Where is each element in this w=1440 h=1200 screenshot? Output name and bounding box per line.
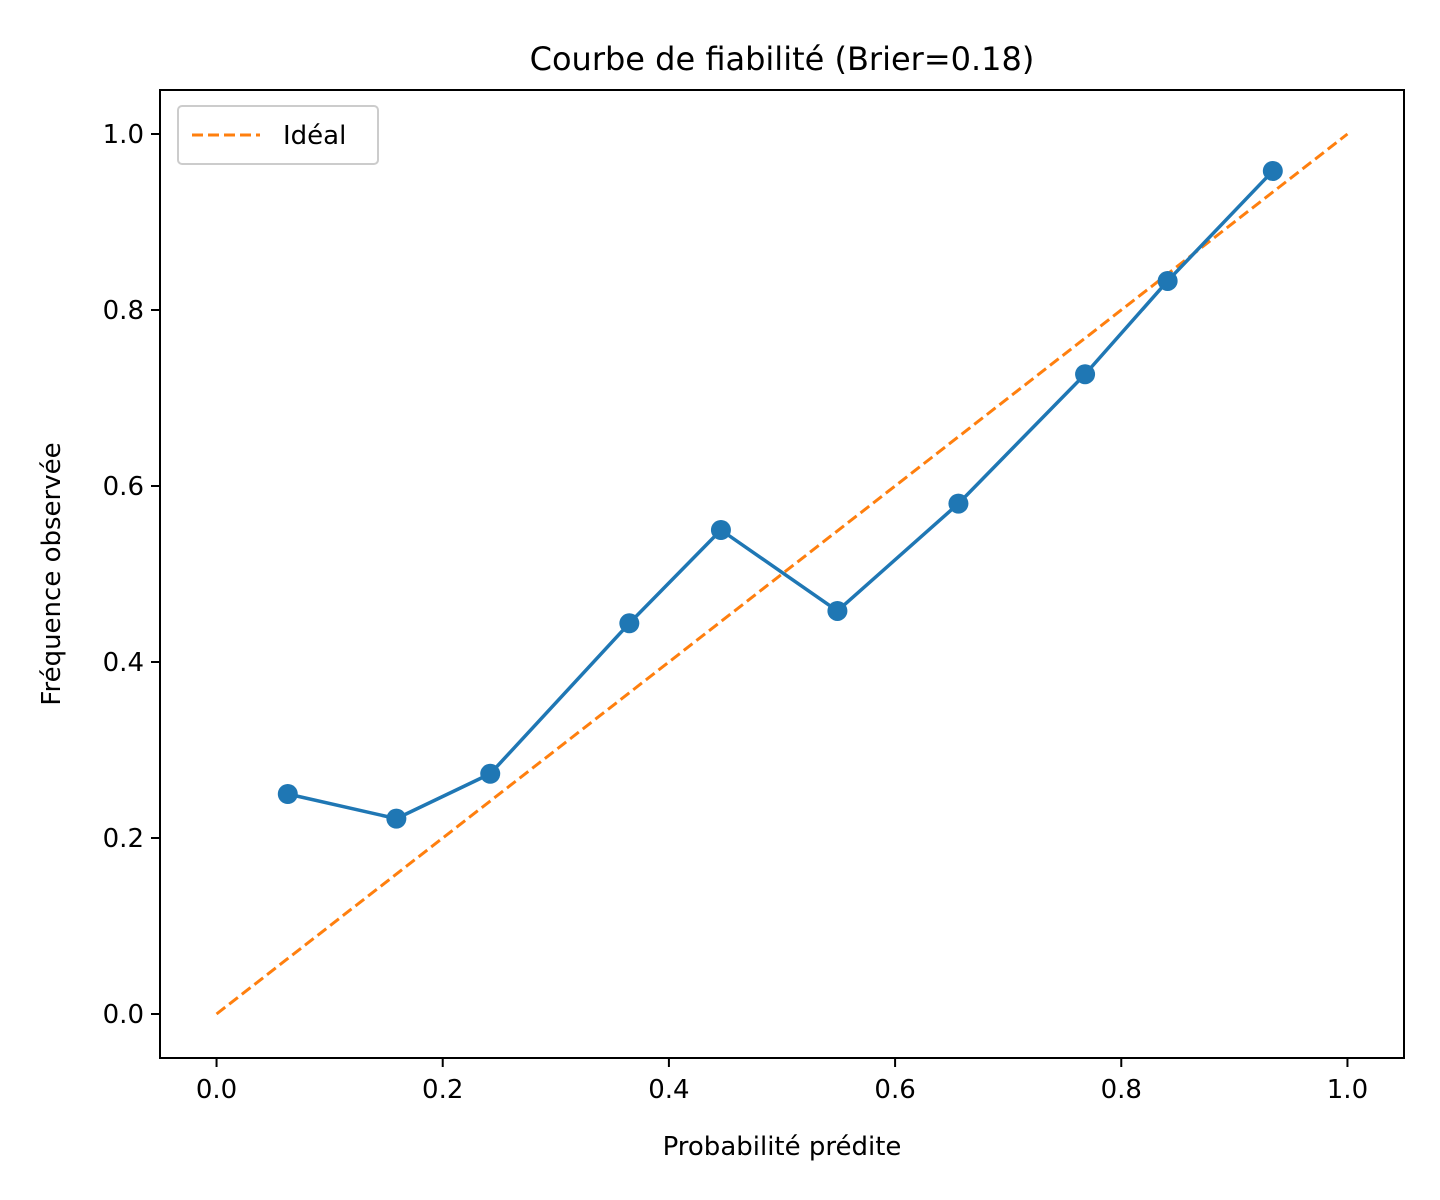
observed-point-1 bbox=[386, 808, 407, 829]
x-axis: 0.0 0.2 0.4 0.6 0.8 1.0 bbox=[196, 1058, 1368, 1105]
y-axis: 0.0 0.2 0.4 0.6 0.8 1.0 bbox=[103, 120, 160, 1030]
x-tick-label-5: 1.0 bbox=[1327, 1075, 1368, 1105]
observed-point-6 bbox=[948, 493, 969, 514]
y-tick-label-5: 1.0 bbox=[103, 120, 144, 150]
y-tick-label-3: 0.6 bbox=[103, 472, 144, 502]
observed-point-8 bbox=[1157, 270, 1178, 291]
y-axis-label: Fréquence observée bbox=[37, 442, 67, 705]
observed-point-0 bbox=[277, 784, 298, 804]
observed-point-2 bbox=[480, 763, 501, 784]
y-tick-label-2: 0.4 bbox=[103, 648, 144, 678]
x-tick-label-3: 0.6 bbox=[874, 1075, 915, 1105]
y-tick-label-1: 0.2 bbox=[103, 824, 144, 854]
observed-point-9 bbox=[1262, 160, 1283, 181]
x-tick-label-1: 0.2 bbox=[422, 1075, 463, 1105]
x-tick-label-4: 0.8 bbox=[1101, 1075, 1142, 1105]
legend-ideal-label: Idéal bbox=[283, 121, 346, 151]
x-axis-label: Probabilité prédite bbox=[663, 1132, 902, 1162]
legend: Idéal bbox=[177, 105, 379, 165]
y-tick-label-0: 0.0 bbox=[103, 1000, 144, 1030]
plot-area bbox=[215, 132, 1349, 1016]
observed-line bbox=[287, 169, 1275, 821]
plot-frame bbox=[159, 89, 1405, 1059]
chart-title: Courbe de fiabilité (Brier=0.18) bbox=[530, 40, 1035, 78]
observed-point-5 bbox=[827, 600, 848, 621]
legend-box bbox=[177, 105, 379, 165]
observed-point-4 bbox=[710, 520, 731, 540]
x-tick-label-0: 0.0 bbox=[196, 1075, 237, 1105]
observed-point-7 bbox=[1075, 364, 1096, 385]
x-tick-label-2: 0.4 bbox=[648, 1075, 689, 1105]
y-tick-label-4: 0.8 bbox=[103, 296, 144, 326]
observed-point-3 bbox=[619, 613, 640, 634]
